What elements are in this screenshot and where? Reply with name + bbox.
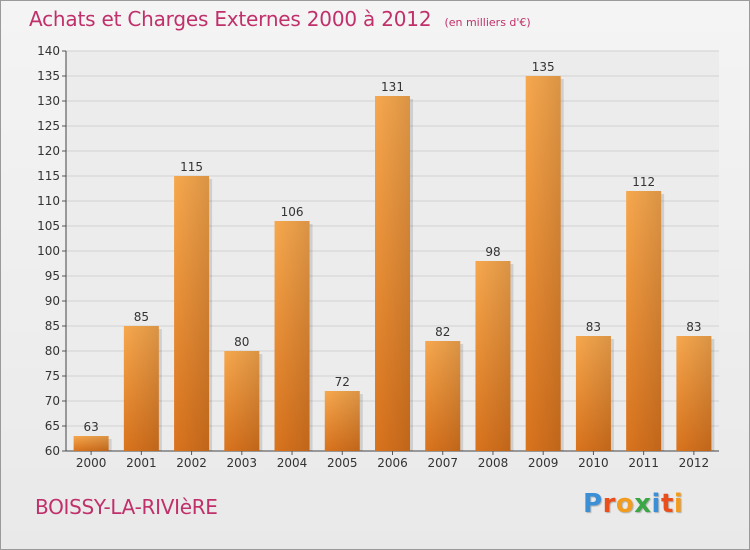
x-tick-label: 2009 [528, 456, 559, 470]
x-tick-label: 2002 [176, 456, 207, 470]
x-tick-label: 2003 [227, 456, 258, 470]
x-tick-label: 2001 [126, 456, 157, 470]
bar-shade [174, 176, 210, 451]
data-label: 135 [532, 60, 555, 74]
bar-shade [375, 96, 410, 451]
bar-shade [626, 191, 662, 451]
bar-shade [73, 436, 109, 451]
bar-shade [324, 391, 360, 451]
y-tick-label: 115 [37, 169, 60, 183]
data-label: 98 [485, 245, 500, 259]
y-tick-label: 75 [45, 369, 60, 383]
x-tick-label: 2010 [578, 456, 609, 470]
data-label: 85 [134, 310, 149, 324]
x-tick-label: 2007 [427, 456, 458, 470]
x-tick-label: 2008 [478, 456, 509, 470]
commune-name: BOISSY-LA-RIVIèRE [35, 495, 218, 519]
proxiti-logo[interactable]: Proxiti [583, 489, 683, 519]
x-tick-label: 2005 [327, 456, 358, 470]
logo-letter: i [673, 489, 684, 519]
y-tick-label: 140 [37, 44, 60, 58]
y-tick-label: 90 [45, 294, 60, 308]
y-tick-label: 100 [37, 244, 60, 258]
data-label: 80 [234, 335, 249, 349]
y-tick-label: 65 [45, 419, 60, 433]
x-tick-label: 2000 [76, 456, 107, 470]
chart-subtitle: (en milliers d'€) [444, 16, 531, 29]
y-tick-label: 130 [37, 94, 60, 108]
x-tick-label: 2012 [679, 456, 710, 470]
logo-letter: P [583, 489, 603, 519]
y-tick-label: 80 [45, 344, 60, 358]
bar-shade [475, 261, 511, 451]
title-row: Achats et Charges Externes 2000 à 2012 (… [29, 7, 531, 31]
bar-shade [525, 76, 561, 451]
data-label: 115 [180, 160, 203, 174]
y-tick-label: 95 [45, 269, 60, 283]
bar-shade [224, 351, 260, 451]
x-tick-label: 2011 [628, 456, 659, 470]
logo-letter: r [602, 489, 616, 519]
logo-letter: i [651, 489, 661, 519]
y-tick-label: 120 [37, 144, 60, 158]
bar-shade [676, 336, 712, 451]
logo-letter: o [615, 489, 635, 519]
y-tick-label: 105 [37, 219, 60, 233]
y-tick-label: 85 [45, 319, 60, 333]
data-label: 106 [281, 205, 304, 219]
x-tick-label: 2004 [277, 456, 308, 470]
data-label: 83 [586, 320, 601, 334]
data-label: 82 [435, 325, 450, 339]
logo-letter: t [660, 489, 674, 519]
data-label: 112 [632, 175, 655, 189]
bar-shade [274, 221, 310, 451]
bar-shade [575, 336, 611, 451]
data-label: 63 [83, 420, 98, 434]
chart-title: Achats et Charges Externes 2000 à 2012 [29, 7, 432, 31]
data-label: 83 [686, 320, 701, 334]
y-tick-label: 60 [45, 444, 60, 458]
data-label: 72 [335, 375, 350, 389]
bar-shade [425, 341, 461, 451]
y-tick-label: 70 [45, 394, 60, 408]
x-tick-label: 2006 [377, 456, 408, 470]
y-tick-label: 110 [37, 194, 60, 208]
data-label: 131 [381, 80, 404, 94]
y-tick-label: 125 [37, 119, 60, 133]
bar-shade [123, 326, 159, 451]
y-tick-label: 135 [37, 69, 60, 83]
logo-letter: x [634, 489, 652, 519]
